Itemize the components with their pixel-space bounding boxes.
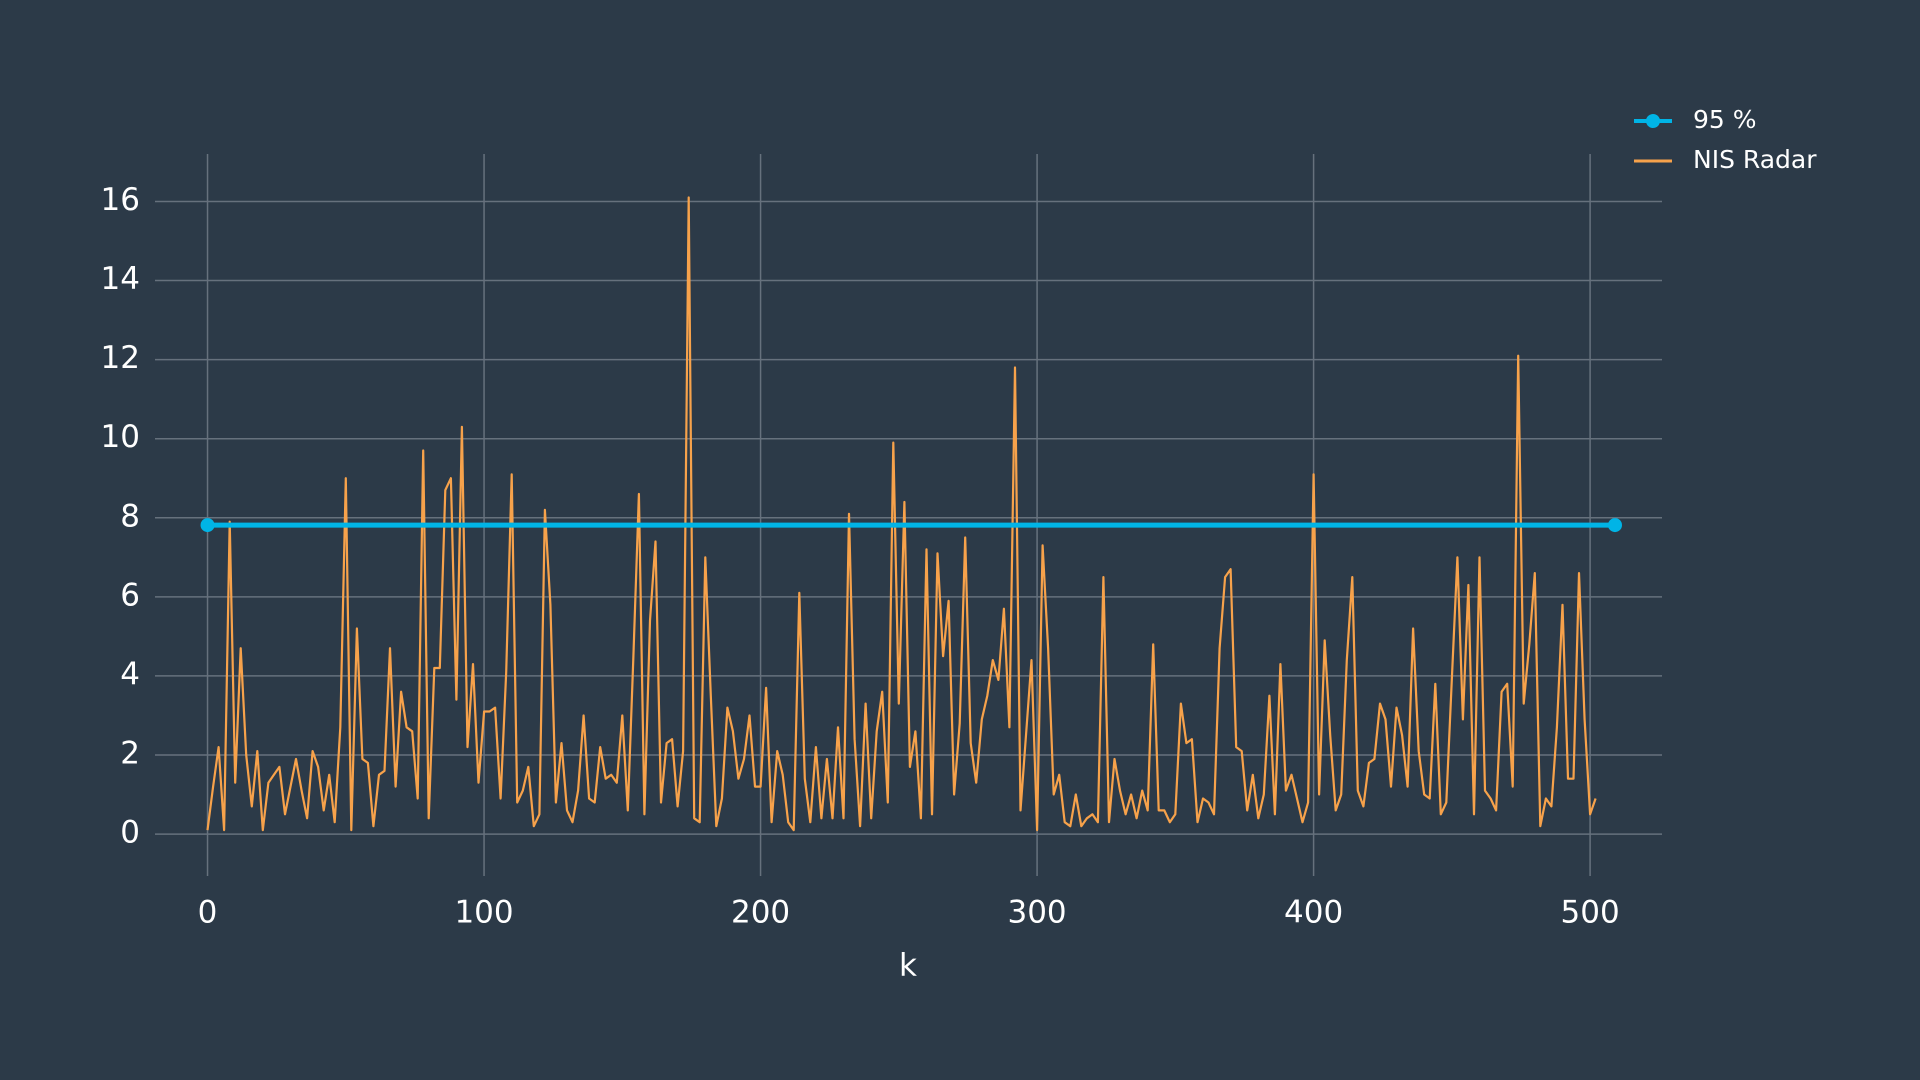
x-tick-label: 300 [1007, 895, 1066, 931]
x-tick-label: 0 [198, 895, 218, 931]
y-tick-label: 10 [101, 419, 140, 455]
y-tick-label: 12 [101, 340, 140, 376]
x-tick-label: 100 [454, 895, 513, 931]
legend-label: 95 % [1693, 105, 1757, 134]
y-tick-label: 2 [120, 736, 140, 772]
x-tick-label: 200 [731, 895, 790, 931]
series-line [206, 196, 1597, 832]
y-tick-label: 6 [120, 577, 140, 613]
y-tick-label: 14 [101, 261, 140, 297]
plot-area [200, 196, 1622, 832]
x-tick-label: 500 [1561, 895, 1620, 931]
legend-marker [1646, 114, 1660, 128]
y-tick-label: 4 [120, 656, 140, 692]
legend: 95 % NIS Radar [1634, 105, 1817, 174]
series-marker [1607, 518, 1622, 533]
series-marker [200, 518, 215, 533]
x-tick-label: 400 [1284, 895, 1343, 931]
y-tick-label: 8 [120, 498, 140, 534]
y-tick-label: 16 [101, 182, 140, 218]
legend-label: NIS Radar [1693, 145, 1817, 174]
y-tick-label: 0 [120, 815, 140, 851]
x-axis-title: k [899, 948, 917, 984]
